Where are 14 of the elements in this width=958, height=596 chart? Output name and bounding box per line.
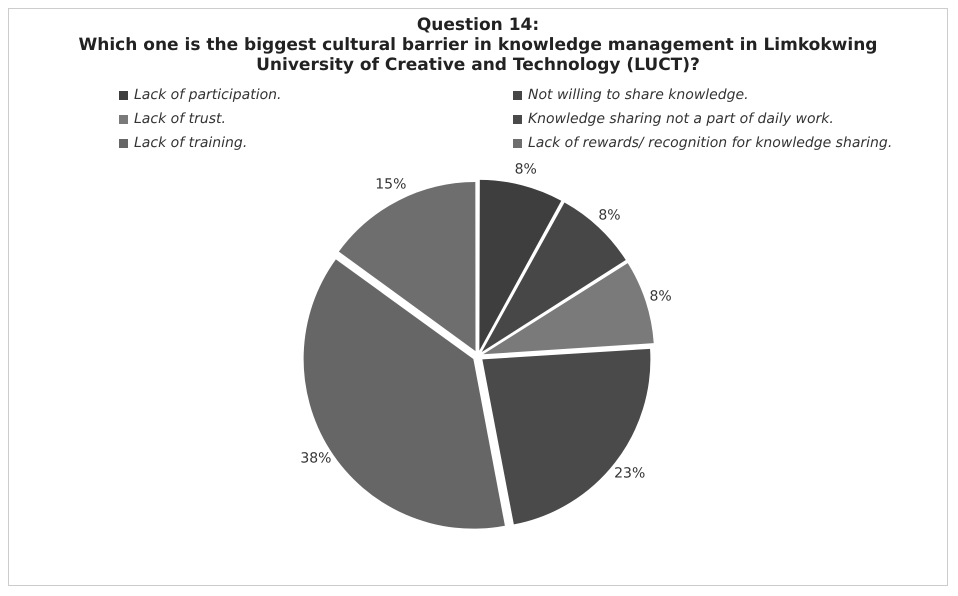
- data-label: 8%: [514, 162, 537, 178]
- legend-label: Not willing to share knowledge.: [528, 87, 749, 103]
- data-label: 8%: [598, 208, 621, 224]
- legend-label: Knowledge sharing not a part of daily work.: [528, 111, 834, 127]
- data-label: 23%: [614, 465, 646, 482]
- data-label: 38%: [300, 450, 332, 467]
- legend-label: Lack of rewards/ recognition for knowledge sharing.: [528, 135, 892, 151]
- chart-subtitle: Which one is the biggest cultural barrier in knowledge management in Limkokwing University of Creative and Technology (LUCT)?: [78, 35, 878, 75]
- data-label: 15%: [375, 176, 406, 193]
- data-label: 8%: [649, 288, 672, 304]
- chart-title: Question 14:: [416, 15, 540, 35]
- legend-label: Lack of training.: [134, 135, 248, 151]
- legend-label: Lack of participation.: [134, 87, 282, 103]
- legend-label: Lack of trust.: [134, 111, 226, 127]
